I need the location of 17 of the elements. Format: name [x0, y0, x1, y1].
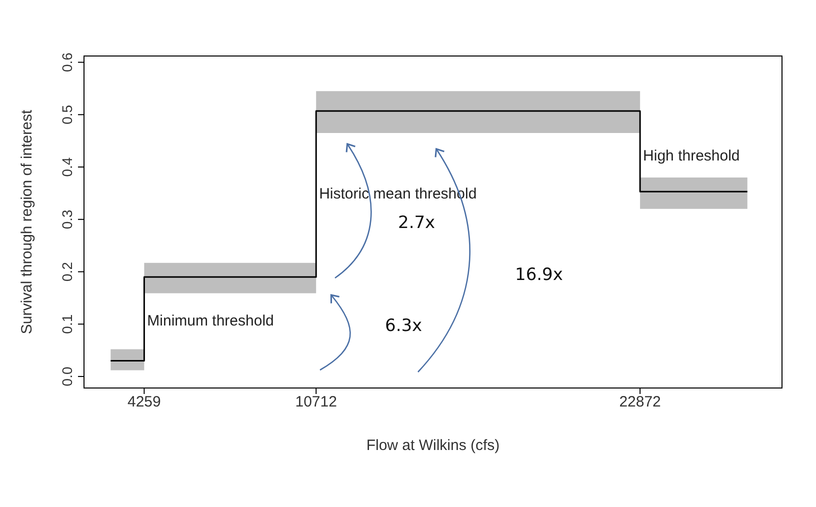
annotation: 2.7x — [398, 213, 436, 233]
y-tick-label: 0.5 — [59, 104, 75, 124]
y-axis-title: Survival through region of interest — [18, 109, 36, 334]
annotation: Minimum threshold — [147, 312, 274, 330]
y-tick-label: 0.1 — [59, 314, 75, 334]
x-axis-title: Flow at Wilkins (cfs) — [366, 437, 500, 454]
annotation: High threshold — [643, 148, 740, 165]
y-tick-label: 0.6 — [59, 52, 75, 72]
annotation: 16.9x — [515, 265, 563, 285]
x-tick-label: 10712 — [295, 394, 337, 411]
y-tick-label: 0.4 — [59, 157, 75, 177]
x-tick-label: 4259 — [127, 394, 161, 411]
annotation: 6.3x — [385, 316, 422, 336]
y-tick-label: 0.3 — [59, 209, 75, 230]
y-tick-label: 0.0 — [59, 366, 75, 386]
y-tick-label: 0.2 — [59, 262, 75, 282]
x-tick-label: 22872 — [619, 394, 661, 411]
